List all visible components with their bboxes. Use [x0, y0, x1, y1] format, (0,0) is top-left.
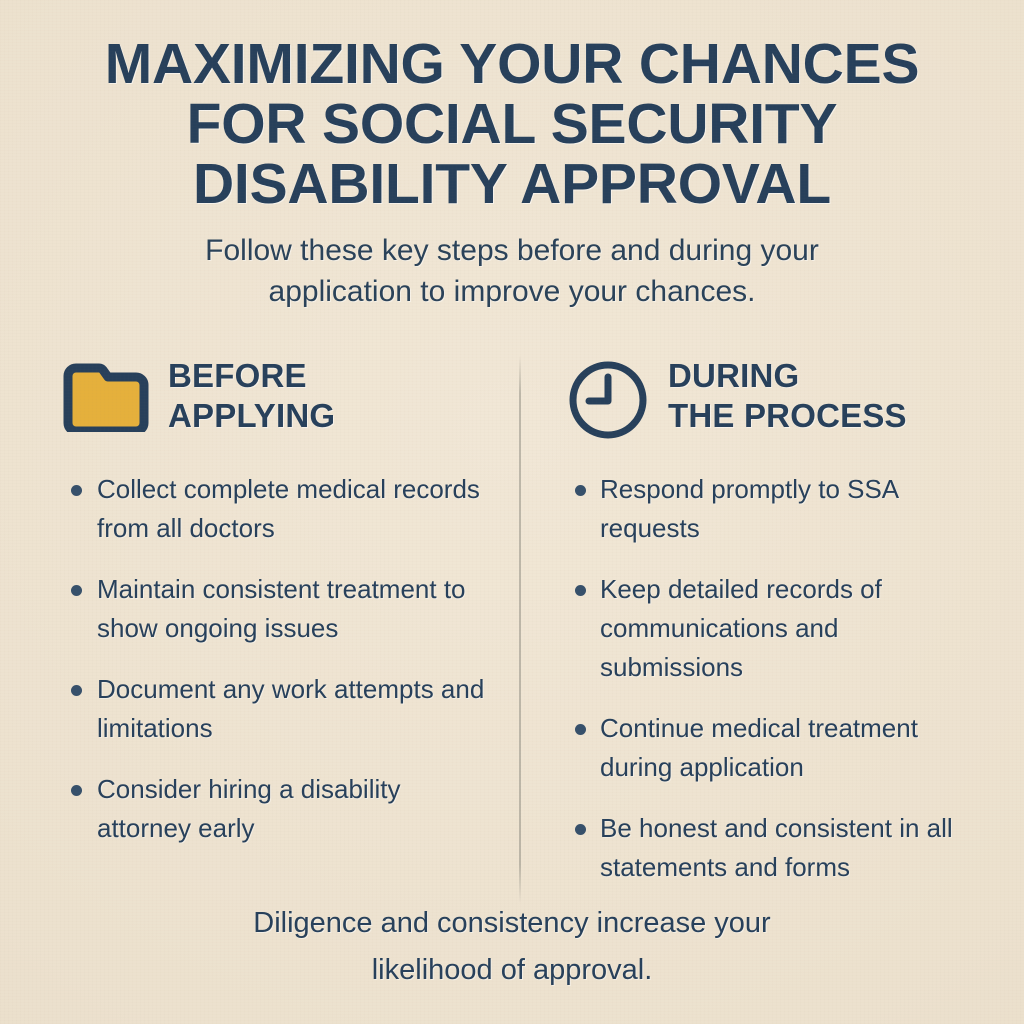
page-subtitle-line-1: Follow these key steps before and during… — [205, 234, 819, 267]
list-item-text: Maintain consistent treatment to show on… — [97, 574, 466, 643]
page-subtitle-line-2: application to improve your chances. — [268, 275, 756, 308]
list-item: Keep detailed records of communications … — [566, 570, 974, 687]
list-item-text: Respond promptly to SSA requests — [600, 474, 898, 543]
list-item: Consider hiring a disability attorney ea… — [62, 770, 494, 848]
bullet-dot-icon — [575, 724, 586, 735]
column-title: DURING THE PROCESS — [668, 352, 907, 436]
bullet-dot-icon — [71, 685, 82, 696]
column-title: BEFORE APPLYING — [168, 352, 335, 436]
folder-icon — [62, 358, 150, 437]
columns-container: BEFORE APPLYING Collect complete medical… — [62, 352, 1002, 887]
column-title-line-1: BEFORE — [168, 357, 307, 394]
page-title-line-1: MAXIMIZING YOUR CHANCES — [104, 32, 920, 96]
bullet-list: Collect complete medical records from al… — [62, 470, 494, 848]
footer-note: Diligence and consistency increase your … — [0, 900, 1024, 994]
bullet-dot-icon — [71, 485, 82, 496]
bullet-dot-icon — [575, 824, 586, 835]
column-divider — [519, 355, 521, 903]
list-item-text: Consider hiring a disability attorney ea… — [97, 774, 401, 843]
bullet-dot-icon — [575, 585, 586, 596]
bullet-list: Respond promptly to SSA requests Keep de… — [566, 470, 974, 887]
list-item: Document any work attempts and limitatio… — [62, 670, 494, 748]
list-item-text: Continue medical treatment during applic… — [600, 713, 918, 782]
list-item-text: Be honest and consistent in all statemen… — [600, 813, 953, 882]
footer-line-1: Diligence and consistency increase your — [253, 907, 771, 939]
page-subtitle: Follow these key steps before and during… — [112, 230, 912, 312]
column-during-the-process: DURING THE PROCESS Respond promptly to S… — [518, 352, 974, 887]
list-item: Continue medical treatment during applic… — [566, 709, 974, 787]
bullet-dot-icon — [71, 585, 82, 596]
column-title-line-2: APPLYING — [168, 397, 336, 434]
column-header: BEFORE APPLYING — [62, 352, 494, 448]
clock-icon — [566, 358, 650, 447]
list-item-text: Collect complete medical records from al… — [97, 474, 480, 543]
list-item: Be honest and consistent in all statemen… — [566, 809, 974, 887]
page-title-line-3: DISABILITY APPROVAL — [192, 152, 832, 216]
column-title-line-2: THE PROCESS — [668, 397, 907, 434]
bullet-dot-icon — [575, 485, 586, 496]
column-title-line-1: DURING — [668, 357, 800, 394]
list-item-text: Document any work attempts and limitatio… — [97, 674, 485, 743]
list-item: Maintain consistent treatment to show on… — [62, 570, 494, 648]
page-title-line-2: FOR SOCIAL SECURITY — [186, 92, 838, 156]
column-before-applying: BEFORE APPLYING Collect complete medical… — [62, 352, 518, 848]
title-block: MAXIMIZING YOUR CHANCES FOR SOCIAL SECUR… — [0, 34, 1024, 312]
bullet-dot-icon — [71, 785, 82, 796]
column-header: DURING THE PROCESS — [566, 352, 974, 448]
list-item: Collect complete medical records from al… — [62, 470, 494, 548]
footer-line-2: likelihood of approval. — [371, 954, 653, 986]
page-title: MAXIMIZING YOUR CHANCES FOR SOCIAL SECUR… — [0, 34, 1024, 214]
list-item-text: Keep detailed records of communications … — [600, 574, 882, 682]
list-item: Respond promptly to SSA requests — [566, 470, 974, 548]
